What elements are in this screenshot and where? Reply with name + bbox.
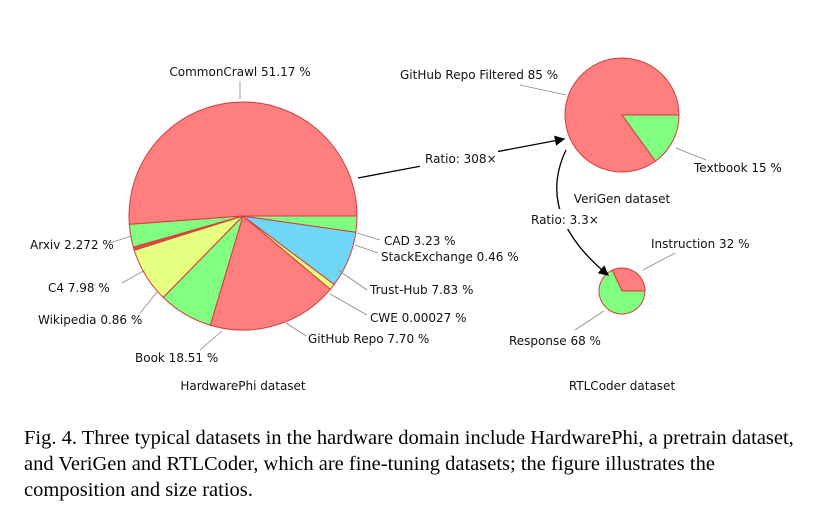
slice-label-arxiv: Arxiv 2.272 %	[30, 238, 114, 252]
slice-label-instruction: Instruction 32 %	[651, 237, 750, 251]
ratio-label-1: Ratio: 308×	[425, 152, 497, 166]
leader-line	[642, 252, 676, 271]
pie-slice-textbook	[621, 114, 680, 162]
slice-label-response: Response 68 %	[509, 334, 601, 348]
slice-label-textbook: Textbook 15 %	[693, 161, 782, 175]
slice-label-book: Book 18.51 %	[135, 351, 218, 365]
slice-label-stackexchange: StackExchange 0.46 %	[381, 250, 519, 264]
leader-line	[199, 330, 223, 351]
slice-label-wikipedia: Wikipedia 0.86 %	[38, 313, 142, 327]
leader-line	[337, 269, 368, 291]
slice-label-commoncrawl: CommonCrawl 51.17 %	[169, 65, 310, 79]
hardwarephi-title: HardwarePhi dataset	[180, 379, 306, 393]
pie-slice-arxiv	[242, 215, 358, 233]
rtlcoder-title: RTLCoder dataset	[569, 379, 676, 393]
leader-line	[519, 84, 567, 96]
leader-line	[139, 290, 159, 314]
ratio-label-2: Ratio: 3.3×	[531, 213, 599, 227]
ratio-label-1-bg	[420, 148, 498, 168]
hardwarephi-pie	[128, 101, 358, 331]
leader-line	[121, 269, 146, 284]
leader-line	[109, 235, 132, 244]
leader-line	[356, 232, 381, 241]
slice-label-github-repo-filtered: GitHub Repo Filtered 85 %	[400, 68, 558, 82]
pie-slice-book	[209, 215, 332, 331]
slice-label-c4: C4 7.98 %	[48, 281, 110, 295]
pie-slice-commoncrawl	[128, 101, 358, 225]
pie-slice-instruction	[611, 267, 646, 292]
slice-label-github-repo: GitHub Repo 7.70 %	[308, 332, 429, 346]
slice-label-trust-hub: Trust-Hub 7.83 %	[369, 283, 473, 297]
leader-line	[329, 293, 368, 316]
leader-line	[354, 244, 379, 254]
leader-line	[574, 310, 605, 331]
figure-canvas: HardwarePhi dataset VeriGen dataset RTLC…	[30, 57, 782, 393]
slice-labels: CommonCrawl 51.17 % CAD 3.23 % StackExchan…	[30, 65, 782, 365]
ratio-label-2-bg	[526, 209, 600, 229]
leader-line	[285, 322, 307, 337]
verigen-title: VeriGen dataset	[574, 192, 671, 206]
pie-slice-response	[598, 269, 646, 315]
leader-line	[675, 147, 707, 161]
figure-caption: Fig. 4. Three typical datasets in the ha…	[24, 427, 794, 501]
slice-label-cwe: CWE 0.00027 %	[370, 311, 466, 325]
slice-label-cad: CAD 3.23 %	[384, 234, 456, 248]
rtlcoder-pie	[598, 267, 646, 315]
verigen-pie	[564, 57, 680, 173]
